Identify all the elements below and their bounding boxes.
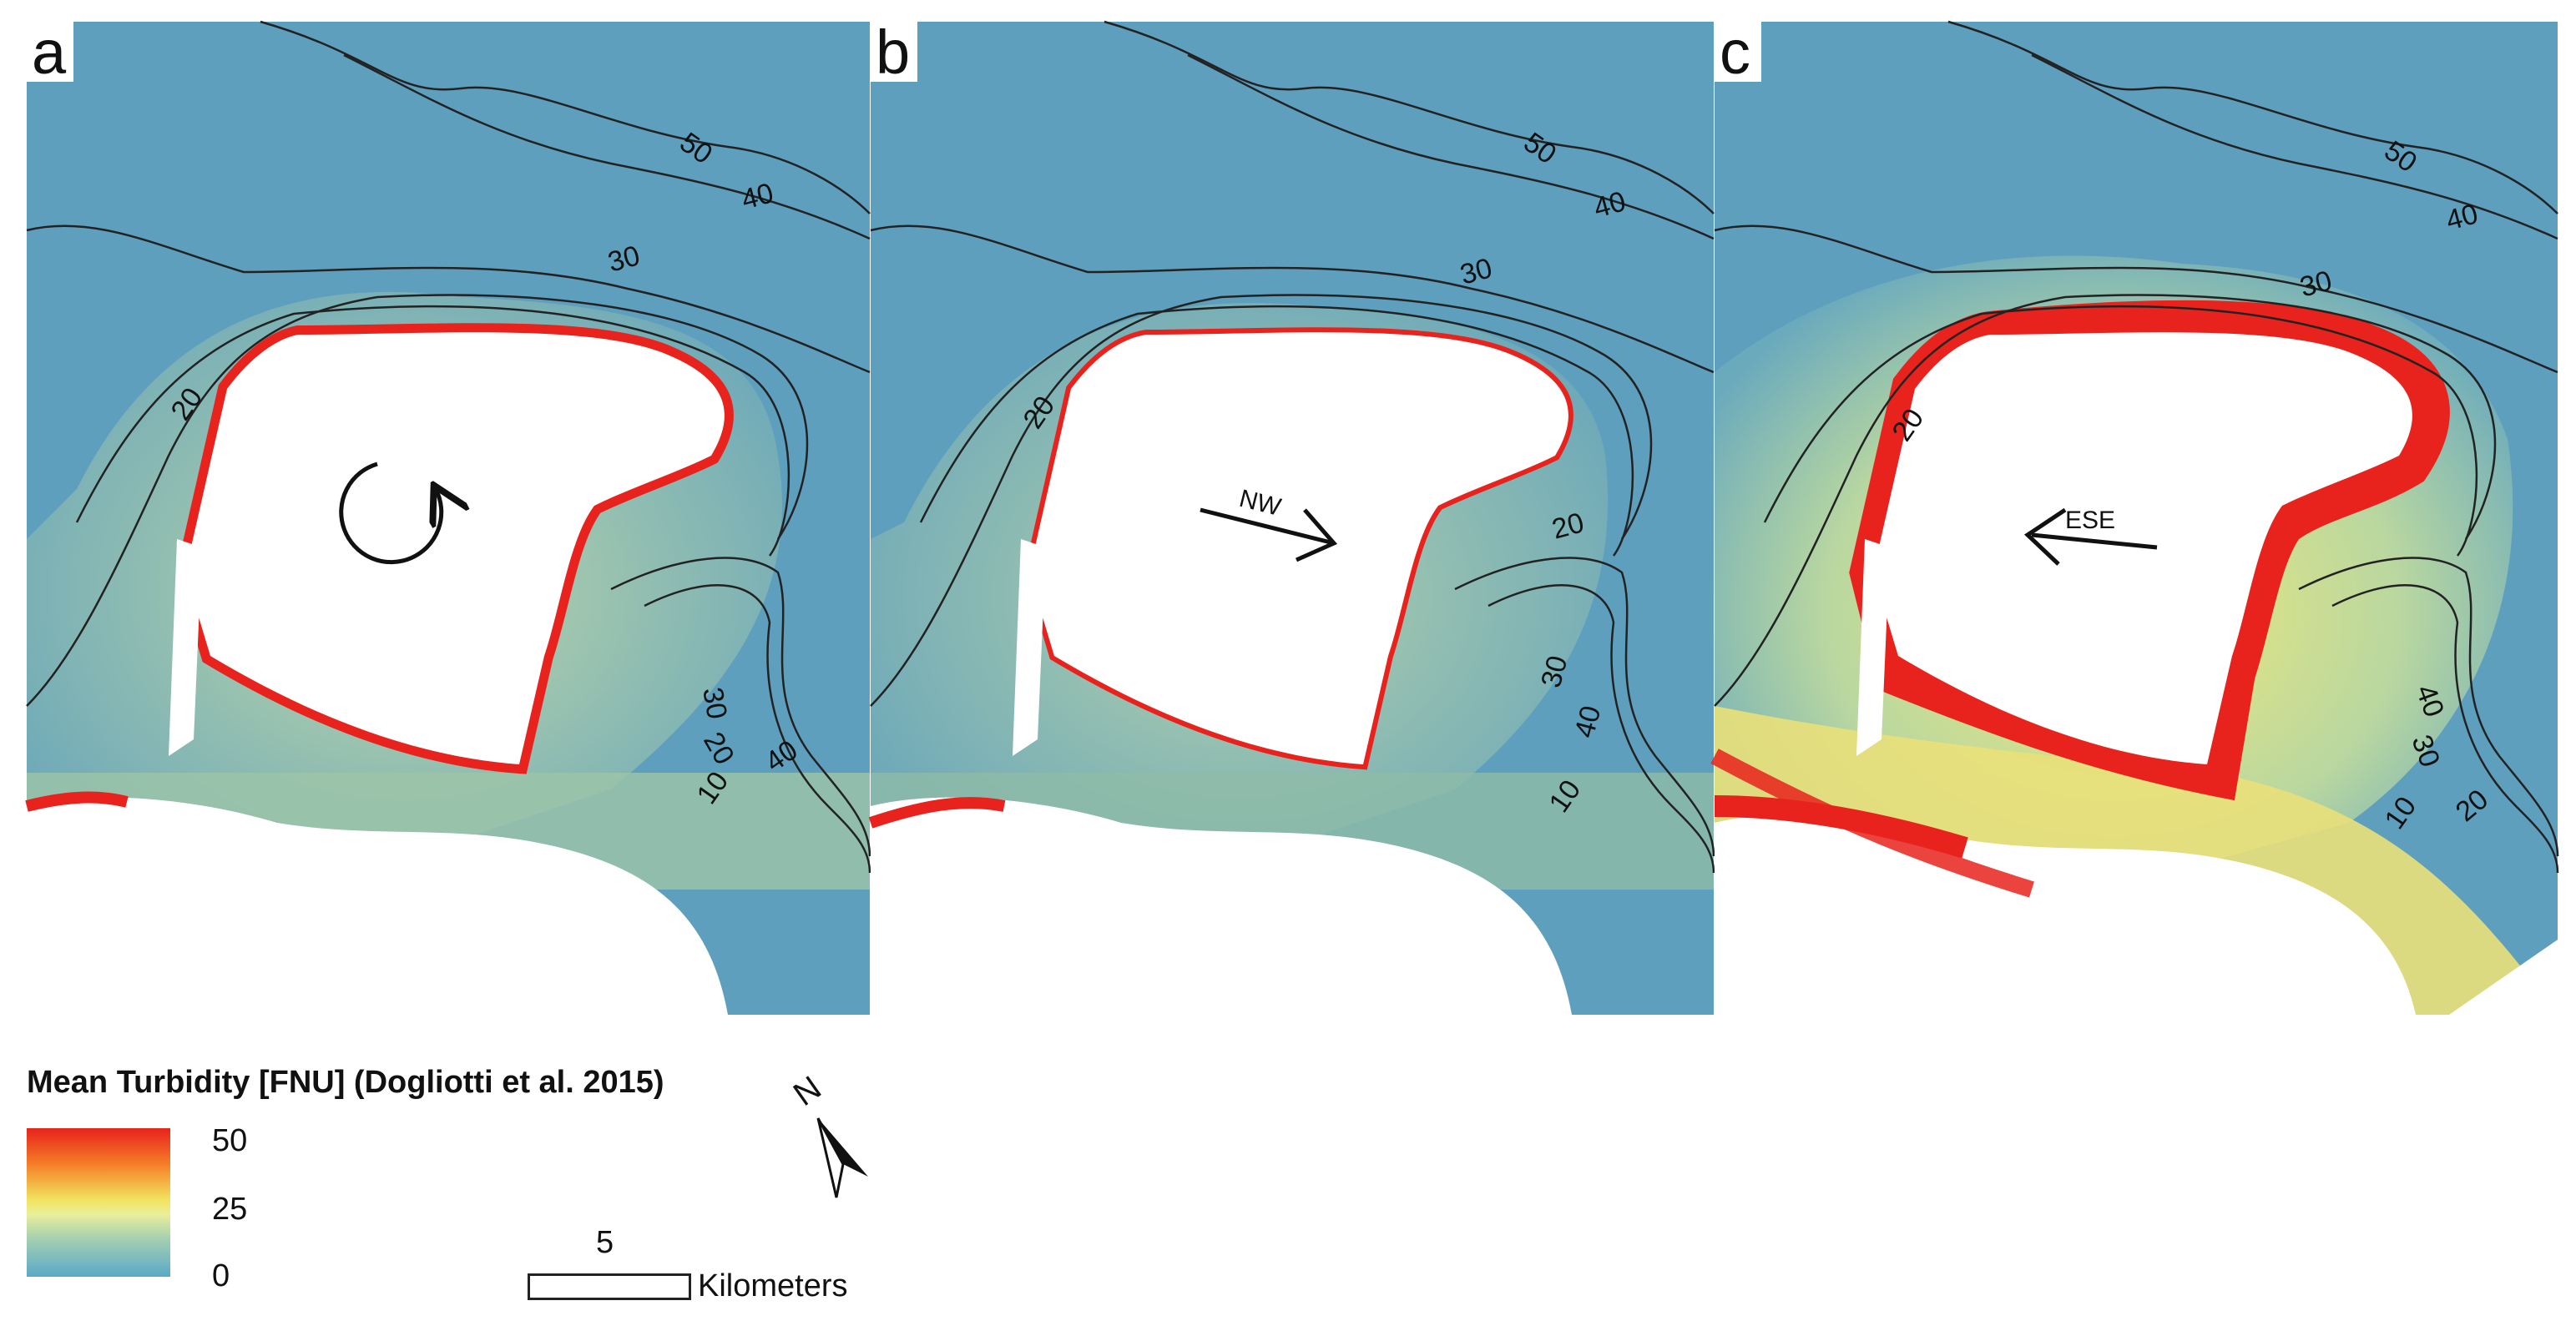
panel-letter-box [27, 22, 73, 82]
reservoir-area [1873, 332, 2412, 765]
depth-contours [26, 20, 871, 874]
depth-contours [870, 20, 1715, 874]
reservoir-outline-red [1849, 300, 2450, 801]
legend-tick-mid: 25 [212, 1192, 248, 1227]
dam-strip [169, 539, 202, 756]
reservoir-area [185, 332, 725, 765]
wind-direction-label: ESE [2065, 507, 2115, 534]
scale-bar-value: 5 [596, 1225, 614, 1260]
panel-letter: b [876, 18, 910, 87]
north-arrow-icon: N [787, 1069, 868, 1198]
circular-arrow-icon [339, 461, 442, 565]
north-label: N [787, 1069, 828, 1113]
legend-title: Mean Turbidity [FNU] (Dogliotti et al. 2… [27, 1065, 664, 1100]
panel-letter-box [1715, 22, 1761, 82]
legend-color-ramp [27, 1128, 170, 1277]
land-red-edge [25, 791, 129, 812]
panel-letter: c [1720, 18, 1750, 87]
map-panels: a 50 40 30 20 30 20 40 10 NW [25, 18, 2559, 1015]
north-arrow-shape [818, 1118, 868, 1197]
scale-bar-unit: Kilometers [698, 1268, 848, 1303]
scale-bar [528, 1273, 691, 1300]
coastal-red-band [1710, 749, 2034, 898]
wind-arrow-icon [1200, 507, 1338, 562]
panel-b: NW b 50 40 30 20 20 30 40 10 [868, 18, 1715, 1015]
dam-strip [1013, 539, 1046, 756]
map-corner-cut [2449, 940, 2558, 1015]
panel-letter: a [32, 18, 67, 87]
contour-label: 30 [696, 685, 733, 722]
panel-c: ESE c 50 40 30 20 40 30 20 10 [1710, 18, 2559, 1015]
land-area [27, 797, 728, 1015]
panel-a: a 50 40 30 20 30 20 40 10 [25, 18, 871, 1015]
depth-contours [1714, 20, 2559, 874]
land-area [1715, 814, 2416, 1015]
land-area [871, 797, 1572, 1015]
panel-letter-box [871, 22, 917, 82]
legend-tick-high: 50 [212, 1123, 248, 1158]
land-red-edge [868, 797, 1006, 829]
dam-strip [1856, 539, 1890, 756]
wind-arrow-icon [2024, 507, 2158, 566]
reservoir-area [1029, 332, 1568, 765]
legend-tick-low: 0 [212, 1258, 230, 1293]
